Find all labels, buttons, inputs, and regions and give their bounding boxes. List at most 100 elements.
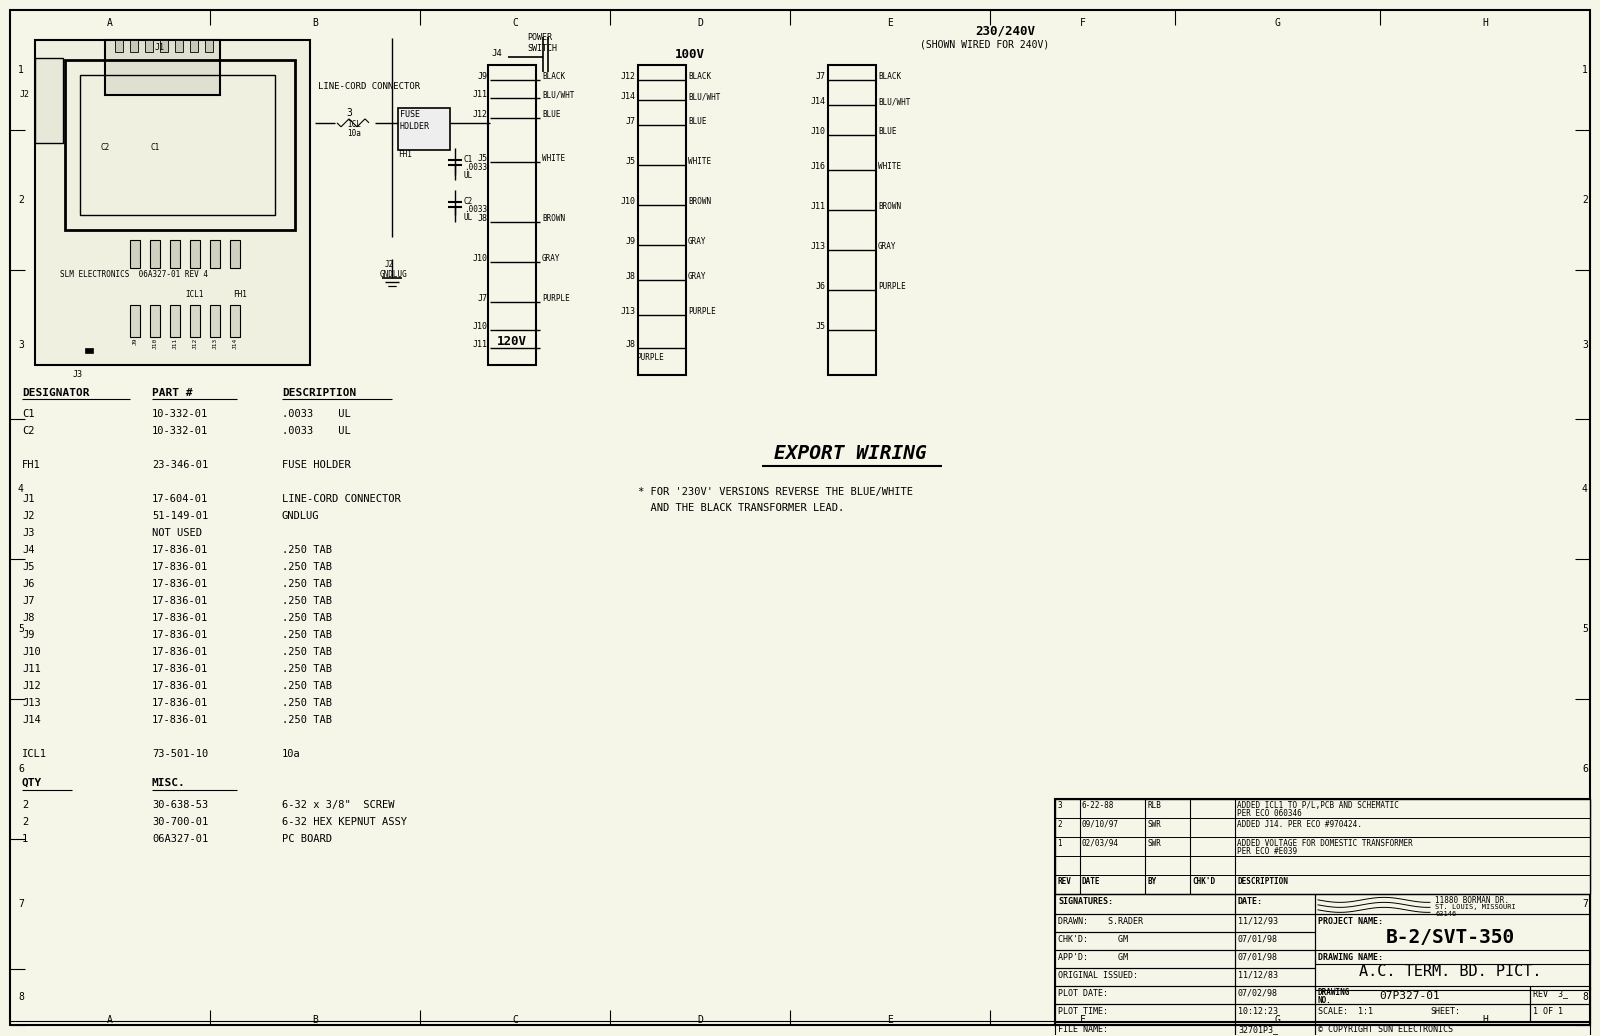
Text: C1: C1 (22, 409, 35, 420)
Text: .250 TAB: .250 TAB (282, 681, 333, 691)
Text: © COPYRIGHT SUN ELECTRONICS: © COPYRIGHT SUN ELECTRONICS (1318, 1025, 1453, 1034)
Text: PURPLE: PURPLE (688, 307, 715, 316)
Text: EXPORT WIRING: EXPORT WIRING (774, 444, 926, 463)
Text: 4: 4 (18, 485, 24, 494)
Bar (1235, 950, 1315, 968)
Text: B-2/SVT-350: B-2/SVT-350 (1386, 928, 1515, 947)
Text: .0033: .0033 (464, 205, 486, 213)
Text: BLUE: BLUE (542, 111, 560, 119)
Text: 6-32 HEX KEPNUT ASSY: 6-32 HEX KEPNUT ASSY (282, 817, 406, 827)
Bar (230, 305, 240, 337)
Text: J12: J12 (474, 111, 488, 119)
Text: J14: J14 (811, 97, 826, 107)
Text: SLM ELECTRONICS  06A327-01 REV 4: SLM ELECTRONICS 06A327-01 REV 4 (61, 269, 208, 279)
Text: .250 TAB: .250 TAB (282, 648, 333, 657)
Bar (1054, 799, 1590, 1025)
Text: 51-149-01: 51-149-01 (152, 512, 208, 521)
Text: WHITE: WHITE (878, 163, 901, 171)
Text: 120V: 120V (498, 335, 526, 348)
Text: J12: J12 (22, 681, 40, 691)
Text: 6: 6 (18, 764, 24, 774)
Text: DESIGNATOR: DESIGNATOR (22, 387, 90, 398)
Text: .250 TAB: .250 TAB (282, 698, 333, 709)
Text: FUSE HOLDER: FUSE HOLDER (282, 460, 350, 470)
Text: .250 TAB: .250 TAB (282, 664, 333, 674)
Text: SWR: SWR (1147, 819, 1162, 829)
Text: 8: 8 (1582, 991, 1587, 1002)
Text: BROWN: BROWN (878, 202, 901, 211)
Text: DRAWN:    S.RADER: DRAWN: S.RADER (1058, 917, 1142, 926)
Text: NOT USED: NOT USED (152, 528, 202, 539)
Text: C2: C2 (22, 427, 35, 436)
Bar (1235, 1004, 1315, 1021)
Bar (829, 65, 877, 375)
Text: 3: 3 (18, 340, 24, 349)
Text: (SHOWN WIRED FOR 240V): (SHOWN WIRED FOR 240V) (920, 40, 1050, 50)
Text: J12: J12 (621, 73, 637, 82)
Text: POWER: POWER (526, 33, 552, 42)
Text: BROWN: BROWN (542, 214, 565, 223)
Text: REV  3_: REV 3_ (1533, 988, 1568, 998)
Text: 5: 5 (1582, 625, 1587, 634)
Text: 100V: 100V (675, 48, 706, 61)
Text: D: D (698, 1014, 702, 1025)
Text: 17-836-01: 17-836-01 (152, 715, 208, 725)
Text: J14: J14 (22, 715, 40, 725)
Text: J10: J10 (621, 197, 637, 206)
Text: 32701P3_: 32701P3_ (1238, 1025, 1278, 1034)
Text: ICL1: ICL1 (22, 749, 46, 759)
Text: HOLDER: HOLDER (400, 122, 430, 131)
Bar (230, 239, 240, 267)
Text: PLOT TIME:: PLOT TIME: (1058, 1007, 1107, 1015)
Bar (1530, 1004, 1590, 1021)
Bar (1235, 968, 1315, 986)
Bar (1235, 986, 1315, 1004)
Text: FUSE: FUSE (400, 110, 419, 119)
Text: J11: J11 (811, 202, 826, 211)
Text: ADDED ICL1 TO P/L,PCB AND SCHEMATIC: ADDED ICL1 TO P/L,PCB AND SCHEMATIC (1237, 801, 1398, 810)
Text: J10: J10 (22, 648, 40, 657)
Bar (1235, 894, 1315, 914)
Text: FILE NAME:: FILE NAME: (1058, 1025, 1107, 1034)
Text: PER ECO 060346: PER ECO 060346 (1237, 809, 1302, 818)
Text: FH1: FH1 (234, 290, 246, 298)
Text: 1 OF 1: 1 OF 1 (1533, 1007, 1563, 1015)
Text: PC BOARD: PC BOARD (282, 834, 333, 844)
Text: E: E (886, 18, 893, 28)
Text: J10: J10 (152, 338, 157, 349)
Text: J4: J4 (22, 545, 35, 555)
Text: 10a: 10a (282, 749, 301, 759)
Text: A.C. TERM. BD. PICT.: A.C. TERM. BD. PICT. (1358, 963, 1541, 979)
Text: 10:12:23: 10:12:23 (1238, 1007, 1278, 1015)
Text: SWR: SWR (1147, 839, 1162, 847)
Bar (85, 347, 93, 352)
Bar (130, 305, 141, 337)
Text: 1: 1 (1058, 839, 1062, 847)
Bar (1315, 986, 1530, 1004)
Text: APP'D:      GM: APP'D: GM (1058, 953, 1128, 961)
Text: C2: C2 (464, 197, 474, 206)
Text: J8: J8 (626, 340, 637, 349)
Text: D: D (698, 18, 702, 28)
Text: UL: UL (464, 212, 474, 222)
Text: PER ECO #E039: PER ECO #E039 (1237, 847, 1298, 856)
Text: J11: J11 (173, 338, 178, 349)
Text: FH1: FH1 (22, 460, 40, 470)
Text: .250 TAB: .250 TAB (282, 563, 333, 572)
Text: J9: J9 (626, 237, 637, 247)
Text: GRAY: GRAY (688, 237, 707, 247)
Text: * FOR '230V' VERSIONS REVERSE THE BLUE/WHITE: * FOR '230V' VERSIONS REVERSE THE BLUE/W… (638, 487, 914, 497)
Text: AND THE BLACK TRANSFORMER LEAD.: AND THE BLACK TRANSFORMER LEAD. (638, 503, 845, 514)
Bar (1315, 894, 1590, 914)
Bar (1315, 1021, 1590, 1036)
Text: DRAWING: DRAWING (1318, 987, 1350, 997)
Text: J13: J13 (22, 698, 40, 709)
Text: J6: J6 (816, 282, 826, 291)
Text: J7: J7 (22, 597, 35, 606)
Text: 2: 2 (22, 817, 29, 827)
Bar (35, 40, 310, 365)
Text: 23-346-01: 23-346-01 (152, 460, 208, 470)
Text: 2: 2 (22, 800, 29, 810)
Text: PROJECT NAME:: PROJECT NAME: (1318, 917, 1382, 926)
Text: A: A (107, 1014, 114, 1025)
